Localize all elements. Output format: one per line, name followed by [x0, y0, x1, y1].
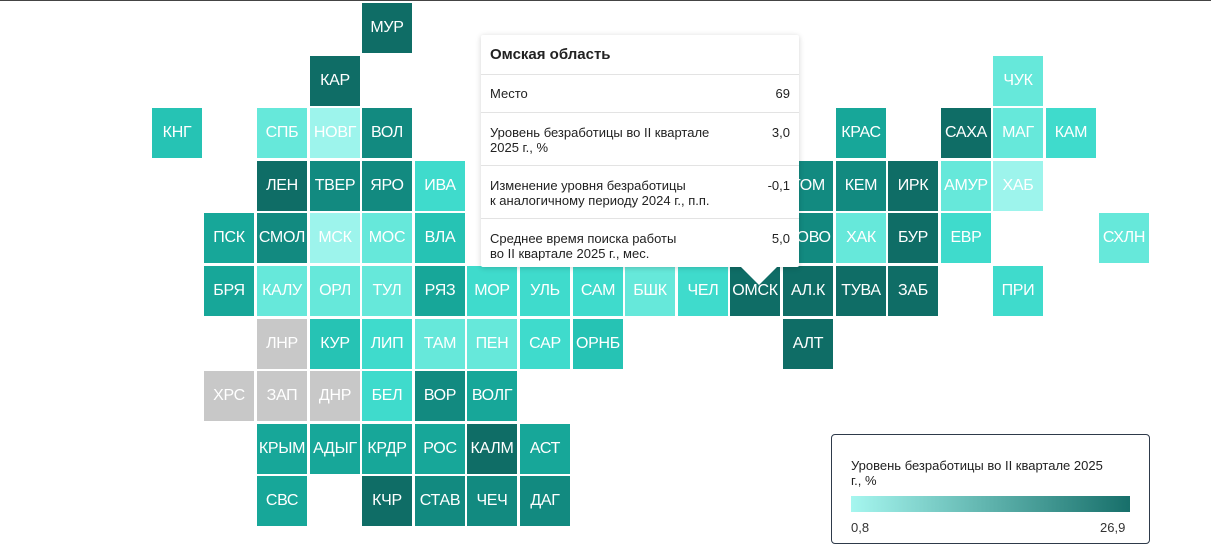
- legend-min-label: 0,8: [851, 520, 870, 535]
- region-tile[interactable]: ВОЛ: [362, 108, 412, 158]
- region-tile[interactable]: АСТ: [520, 424, 570, 474]
- region-tile[interactable]: КУР: [310, 319, 360, 369]
- tooltip-pointer: [741, 267, 777, 285]
- region-tile[interactable]: МОС: [362, 213, 412, 263]
- region-tile[interactable]: ТВЕР: [310, 161, 360, 211]
- region-tile[interactable]: КАМ: [1046, 108, 1096, 158]
- region-tile[interactable]: ХАК: [836, 213, 886, 263]
- region-tile[interactable]: ЧУК: [993, 56, 1043, 106]
- region-tile[interactable]: ХРС: [204, 371, 254, 421]
- region-tile[interactable]: ДНР: [310, 371, 360, 421]
- region-tile-map: МУР КАР ЧУК КНГ СПБ НОВГ ВОЛ КРАС САХА МАГ КАМ ЛЕН Т…: [0, 1, 1211, 527]
- region-tile[interactable]: КЧР: [362, 476, 412, 526]
- region-tile[interactable]: АЛТ: [783, 319, 833, 369]
- region-tile[interactable]: МАГ: [993, 108, 1043, 158]
- tooltip-title: Омская область: [481, 35, 799, 75]
- region-tile[interactable]: ИРК: [888, 161, 938, 211]
- region-tile[interactable]: ЛНР: [257, 319, 307, 369]
- region-tile[interactable]: СХЛН: [1099, 213, 1149, 263]
- region-tile[interactable]: РЯЗ: [415, 266, 465, 316]
- region-tile[interactable]: ВОР: [415, 371, 465, 421]
- region-tile[interactable]: ЯРО: [362, 161, 412, 211]
- region-tile[interactable]: САХА: [941, 108, 991, 158]
- legend-max-label: 26,9: [1100, 520, 1126, 535]
- region-tile[interactable]: НОВГ: [310, 108, 360, 158]
- region-tile[interactable]: ПСК: [204, 213, 254, 263]
- region-tile[interactable]: СМОЛ: [257, 213, 307, 263]
- region-tile[interactable]: КЕМ: [836, 161, 886, 211]
- region-tile[interactable]: ЕВР: [941, 213, 991, 263]
- region-tile[interactable]: ОРЛ: [310, 266, 360, 316]
- region-tile[interactable]: ДАГ: [520, 476, 570, 526]
- region-tile[interactable]: ОРНБ: [573, 319, 623, 369]
- tooltip-row-search-time: Среднее время поиска работы во II кварта…: [481, 219, 799, 267]
- region-tile[interactable]: СТАВ: [415, 476, 465, 526]
- region-tile[interactable]: МОР: [467, 266, 517, 316]
- region-tile[interactable]: КРАС: [836, 108, 886, 158]
- region-tile[interactable]: КРДР: [362, 424, 412, 474]
- region-tile[interactable]: ТУЛ: [362, 266, 412, 316]
- region-tile[interactable]: БРЯ: [204, 266, 254, 316]
- region-tile[interactable]: АЛ.К: [783, 266, 833, 316]
- tooltip-row-label: Изменение уровня безработицы к аналогичн…: [490, 178, 710, 208]
- tooltip-row-label: Место: [490, 86, 528, 101]
- region-tile[interactable]: ЛЕН: [257, 161, 307, 211]
- region-tile[interactable]: ВЛА: [415, 213, 465, 263]
- region-tile[interactable]: ЧЕЛ: [678, 266, 728, 316]
- region-tile[interactable]: КАР: [310, 56, 360, 106]
- region-tile[interactable]: ЛИП: [362, 319, 412, 369]
- color-legend: Уровень безработицы во II квартале 2025 …: [831, 434, 1150, 544]
- region-tile[interactable]: АМУР: [941, 161, 991, 211]
- region-tile[interactable]: БУР: [888, 213, 938, 263]
- tooltip-row-change: Изменение уровня безработицы к аналогичн…: [481, 166, 799, 219]
- region-tile[interactable]: АДЫГ: [310, 424, 360, 474]
- legend-title: Уровень безработицы во II квартале 2025 …: [851, 458, 1103, 488]
- region-tile[interactable]: ПРИ: [993, 266, 1043, 316]
- tooltip-row-label: Уровень безработицы во II квартале 2025 …: [490, 125, 710, 155]
- tooltip-row-rank: Место 69: [481, 75, 799, 113]
- region-tile[interactable]: ИВА: [415, 161, 465, 211]
- region-tile[interactable]: ВОЛГ: [467, 371, 517, 421]
- region-tile[interactable]: БЕЛ: [362, 371, 412, 421]
- tooltip-row-value: 3,0: [771, 125, 790, 140]
- region-tile[interactable]: КНГ: [152, 108, 202, 158]
- tooltip-row-unemployment: Уровень безработицы во II квартале 2025 …: [481, 113, 799, 166]
- region-tile[interactable]: ПЕН: [467, 319, 517, 369]
- tooltip-row-value: 5,0: [771, 231, 790, 246]
- tooltip-row-value: 69: [775, 86, 790, 101]
- region-tile[interactable]: СВС: [257, 476, 307, 526]
- region-tile[interactable]: КАЛМ: [467, 424, 517, 474]
- region-tile[interactable]: ТАМ: [415, 319, 465, 369]
- region-tile[interactable]: МСК: [310, 213, 360, 263]
- legend-gradient-bar: [851, 496, 1130, 512]
- region-tile[interactable]: ЗАП: [257, 371, 307, 421]
- region-tile[interactable]: МУР: [362, 3, 412, 53]
- tooltip-row-value: -0,1: [767, 178, 790, 193]
- region-tile[interactable]: ТУВА: [836, 266, 886, 316]
- region-tile[interactable]: КАЛУ: [257, 266, 307, 316]
- region-tile[interactable]: САР: [520, 319, 570, 369]
- tooltip-row-label: Среднее время поиска работы во II кварта…: [490, 231, 677, 261]
- region-tile[interactable]: РОС: [415, 424, 465, 474]
- region-tile[interactable]: БШК: [625, 266, 675, 316]
- region-tile[interactable]: КРЫМ: [257, 424, 307, 474]
- region-tile[interactable]: ЧЕЧ: [467, 476, 517, 526]
- region-tile[interactable]: СПБ: [257, 108, 307, 158]
- region-tooltip: Омская область Место 69 Уровень безработ…: [481, 35, 799, 267]
- region-tile[interactable]: ХАБ: [993, 161, 1043, 211]
- region-tile[interactable]: ЗАБ: [888, 266, 938, 316]
- region-tile[interactable]: САМ: [573, 266, 623, 316]
- region-tile[interactable]: УЛЬ: [520, 266, 570, 316]
